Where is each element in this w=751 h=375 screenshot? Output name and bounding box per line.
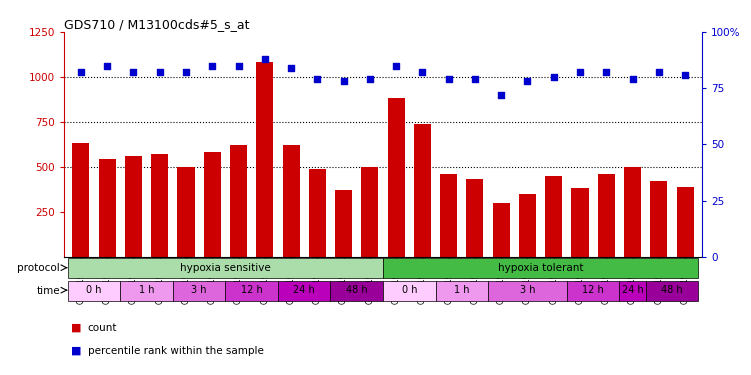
Point — [128, 69, 140, 75]
Text: hypoxia sensitive: hypoxia sensitive — [180, 262, 271, 273]
Point — [101, 63, 113, 69]
Point — [390, 63, 402, 69]
Bar — [330, 280, 383, 301]
Text: protocol: protocol — [17, 263, 60, 273]
Text: 0 h: 0 h — [402, 285, 417, 295]
Bar — [436, 280, 488, 301]
Point — [626, 76, 638, 82]
Point — [233, 63, 245, 69]
Bar — [98, 159, 116, 257]
Bar — [278, 280, 330, 301]
Point — [364, 76, 376, 82]
Text: ■: ■ — [71, 323, 82, 333]
Text: 3 h: 3 h — [192, 285, 207, 295]
Text: ■: ■ — [71, 346, 82, 355]
Bar — [177, 167, 195, 257]
Point — [259, 56, 271, 62]
Bar — [120, 280, 173, 301]
Bar — [388, 99, 405, 257]
Bar — [646, 280, 698, 301]
Text: time: time — [37, 286, 60, 296]
Bar — [383, 258, 698, 278]
Bar — [677, 187, 694, 257]
Text: 0 h: 0 h — [86, 285, 102, 295]
Bar — [567, 280, 620, 301]
Bar — [488, 280, 567, 301]
Bar — [361, 167, 379, 257]
Bar — [309, 169, 326, 257]
Text: 48 h: 48 h — [346, 285, 367, 295]
Text: 12 h: 12 h — [582, 285, 604, 295]
Bar — [151, 154, 168, 257]
Bar — [383, 280, 436, 301]
Text: 48 h: 48 h — [661, 285, 683, 295]
Text: 3 h: 3 h — [520, 285, 535, 295]
Bar — [173, 280, 225, 301]
Bar — [466, 180, 484, 257]
Bar — [650, 181, 668, 257]
Text: GDS710 / M13100cds#5_s_at: GDS710 / M13100cds#5_s_at — [64, 18, 249, 31]
Point — [180, 69, 192, 75]
Text: hypoxia tolerant: hypoxia tolerant — [498, 262, 584, 273]
Point — [679, 72, 691, 78]
Text: 1 h: 1 h — [139, 285, 155, 295]
Text: 12 h: 12 h — [241, 285, 263, 295]
Point — [312, 76, 324, 82]
Text: 24 h: 24 h — [294, 285, 315, 295]
Bar — [545, 176, 562, 257]
Point — [574, 69, 586, 75]
Bar — [282, 145, 300, 257]
Text: count: count — [88, 323, 117, 333]
Bar — [414, 124, 431, 257]
Bar — [572, 189, 589, 257]
Bar — [335, 190, 352, 257]
Bar — [624, 167, 641, 257]
Point — [495, 92, 507, 98]
Bar — [125, 156, 142, 257]
Point — [469, 76, 481, 82]
Point — [416, 69, 428, 75]
Point — [207, 63, 219, 69]
Text: percentile rank within the sample: percentile rank within the sample — [88, 346, 264, 355]
Bar — [68, 280, 120, 301]
Point — [75, 69, 87, 75]
Text: 1 h: 1 h — [454, 285, 469, 295]
Point — [442, 76, 454, 82]
Point — [547, 74, 559, 80]
Bar — [72, 142, 89, 257]
Point — [653, 69, 665, 75]
Point — [521, 78, 533, 84]
Text: 24 h: 24 h — [622, 285, 644, 295]
Bar — [204, 153, 221, 257]
Bar — [493, 203, 510, 257]
Point — [285, 65, 297, 71]
Bar — [620, 280, 646, 301]
Bar — [598, 174, 615, 257]
Bar — [256, 63, 273, 257]
Bar — [68, 258, 383, 278]
Point — [600, 69, 612, 75]
Bar — [440, 174, 457, 257]
Bar — [519, 194, 536, 257]
Bar — [230, 145, 247, 257]
Bar — [225, 280, 278, 301]
Point — [154, 69, 166, 75]
Point — [338, 78, 350, 84]
